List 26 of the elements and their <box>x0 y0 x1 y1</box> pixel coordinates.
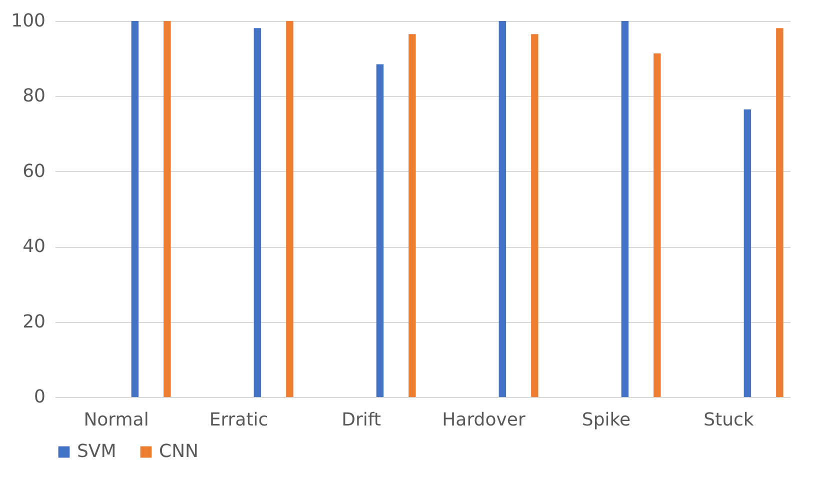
x-tick-label: Erratic <box>209 410 268 430</box>
bar <box>744 109 752 397</box>
y-tick-label: 100 <box>11 10 46 32</box>
bar <box>408 34 416 397</box>
bar <box>376 64 384 397</box>
x-tick-label: Spike <box>582 410 631 430</box>
x-tick-label: Drift <box>342 410 381 430</box>
bar <box>286 21 294 397</box>
y-tick-label: 20 <box>22 311 46 332</box>
bar <box>164 21 171 397</box>
bar <box>498 21 506 397</box>
x-tick-label: Normal <box>84 410 149 430</box>
legend-label: CNN <box>159 441 198 462</box>
bar <box>131 21 139 397</box>
bar <box>531 34 538 397</box>
y-tick-label: 60 <box>22 160 46 182</box>
bar <box>654 53 661 397</box>
y-tick-label: 80 <box>22 86 46 107</box>
x-tick-label: Hardover <box>442 410 526 430</box>
bar <box>621 21 629 397</box>
bar <box>254 28 262 397</box>
bar <box>776 28 784 397</box>
legend-label: SVM <box>77 441 116 462</box>
x-tick-label: Stuck <box>704 410 754 430</box>
y-tick-label: 0 <box>34 386 46 408</box>
y-tick-label: 40 <box>22 236 46 258</box>
